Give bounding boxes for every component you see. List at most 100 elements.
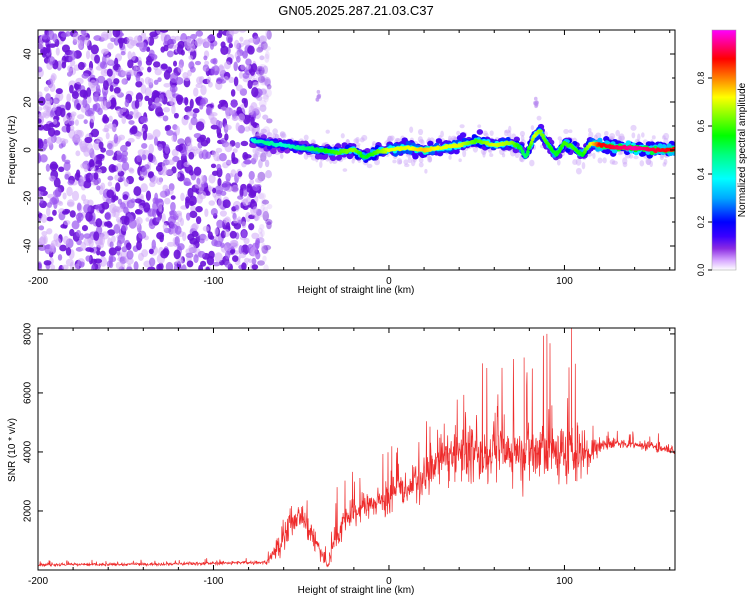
ridge-mark: [405, 140, 411, 146]
noise-speckle: [135, 73, 141, 83]
noise-speckle: [162, 115, 169, 122]
noise-speckle: [49, 83, 56, 93]
noise-speckle: [260, 41, 268, 50]
noise-speckle: [202, 225, 210, 232]
noise-speckle: [264, 88, 272, 98]
noise-speckle: [235, 141, 241, 149]
noise-speckle: [118, 38, 124, 49]
noise-speckle: [223, 75, 229, 82]
ridge-halo-speckle: [663, 132, 670, 140]
noise-speckle: [45, 93, 51, 102]
noise-speckle: [105, 132, 110, 140]
noise-speckle: [135, 132, 141, 140]
noise-speckle: [243, 237, 250, 245]
noise-speckle: [126, 250, 134, 260]
noise-speckle: [260, 242, 266, 252]
noise-speckle: [251, 257, 257, 265]
noise-speckle: [224, 250, 231, 260]
noise-speckle: [62, 138, 69, 144]
noise-speckle: [170, 201, 176, 212]
noise-speckle: [231, 30, 240, 35]
spectrogram-x-tick-label: 0: [386, 276, 392, 287]
noise-speckle: [147, 135, 155, 140]
noise-speckle: [241, 221, 247, 229]
noise-speckle: [262, 65, 269, 75]
noise-speckle: [171, 104, 176, 115]
noise-speckle: [100, 182, 106, 190]
noise-speckle: [137, 60, 143, 67]
noise-speckle: [159, 93, 164, 103]
ridge-halo-speckle: [556, 159, 561, 166]
noise-speckle: [65, 31, 71, 37]
isolated-peak-mark: [533, 96, 538, 101]
noise-speckle: [135, 209, 141, 215]
ridge-halo-speckle: [424, 168, 428, 174]
ridge-halo-speckle: [572, 159, 578, 166]
noise-speckle: [83, 180, 92, 189]
noise-speckle: [241, 244, 250, 255]
noise-speckle: [125, 257, 134, 265]
ridge-halo-speckle: [651, 135, 656, 140]
spectrogram-y-tick-label: 0: [23, 147, 34, 153]
noise-speckle: [246, 195, 251, 206]
noise-speckle: [263, 264, 269, 270]
noise-speckle: [195, 148, 203, 155]
ridge-halo-speckle: [418, 157, 424, 163]
ridge-halo-speckle: [427, 156, 433, 163]
ridge-halo-speckle: [609, 135, 615, 141]
ridge-mark: [525, 152, 530, 157]
noise-speckle: [218, 30, 223, 36]
ridge-halo-speckle: [592, 152, 596, 159]
noise-speckle: [46, 202, 53, 208]
noise-speckle: [69, 210, 76, 218]
noise-speckle: [46, 228, 53, 235]
noise-speckle: [133, 261, 139, 270]
ridge-halo-speckle: [659, 153, 665, 161]
noise-speckle: [258, 99, 267, 108]
noise-speckle: [157, 77, 162, 83]
noise-speckle: [119, 144, 128, 152]
noise-speckle: [151, 239, 157, 250]
ridge-halo-speckle: [568, 129, 573, 134]
noise-speckle: [173, 60, 178, 67]
noise-speckle: [235, 122, 240, 132]
noise-speckle: [225, 172, 231, 182]
noise-speckle: [224, 260, 231, 268]
noise-speckle: [151, 208, 157, 218]
noise-speckle: [204, 60, 210, 66]
noise-speckle: [50, 75, 56, 84]
noise-speckle: [106, 68, 113, 77]
noise-speckle: [90, 44, 99, 55]
noise-speckle: [226, 159, 233, 165]
noise-speckle: [121, 246, 128, 253]
noise-speckle: [70, 111, 77, 117]
noise-speckle: [189, 66, 196, 73]
ridge-halo-speckle: [507, 131, 512, 139]
noise-speckle: [263, 244, 272, 251]
noise-speckle: [80, 163, 86, 169]
ridge-mark: [519, 146, 523, 150]
ridge-halo-speckle: [366, 163, 373, 169]
noise-speckle: [66, 124, 71, 133]
noise-speckle: [182, 143, 188, 152]
noise-speckle: [167, 215, 177, 225]
noise-speckle: [149, 31, 158, 38]
noise-speckle: [54, 187, 62, 198]
noise-speckle: [142, 130, 148, 141]
ridge-mark: [625, 140, 632, 146]
ridge-halo-speckle: [536, 115, 542, 121]
noise-speckle: [72, 32, 81, 43]
noise-speckle: [265, 170, 272, 179]
ridge-halo-speckle: [618, 133, 625, 141]
noise-speckle: [214, 252, 223, 263]
noise-speckle: [115, 182, 121, 192]
noise-speckle: [255, 251, 261, 260]
noise-speckle: [74, 263, 80, 270]
noise-speckle: [126, 266, 133, 270]
noise-speckle: [176, 44, 184, 55]
isolated-peak-mark: [315, 97, 320, 102]
noise-speckle: [224, 124, 232, 131]
noise-speckle: [123, 178, 130, 187]
noise-speckle: [222, 199, 231, 209]
noise-speckle: [264, 53, 270, 63]
